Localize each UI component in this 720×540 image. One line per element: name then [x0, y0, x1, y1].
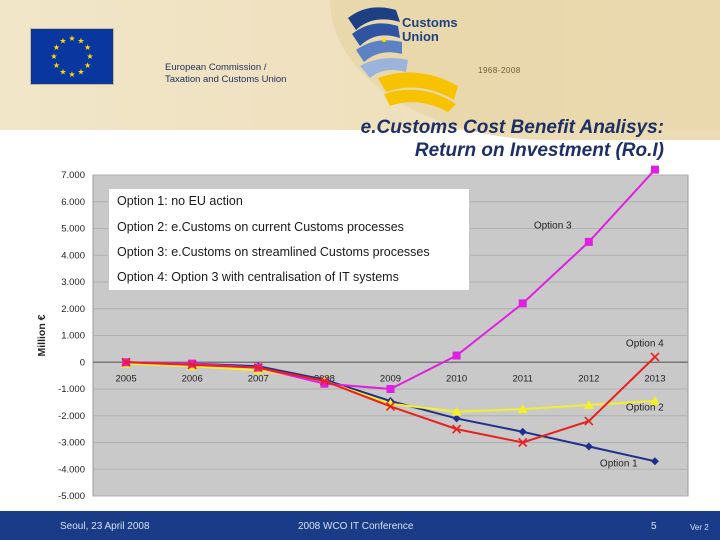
data-point-option-4 — [584, 416, 594, 426]
data-point-option-3 — [320, 379, 329, 388]
eu-star-icon: ★ — [84, 43, 91, 52]
eu-star-icon: ★ — [53, 61, 60, 70]
eu-star-icon: ★ — [68, 70, 75, 79]
data-point-option-3 — [386, 385, 395, 393]
data-point-option-4 — [650, 352, 660, 362]
data-point-option-3 — [584, 237, 593, 246]
y-tick-label: 3.000 — [61, 277, 85, 288]
y-tick-label: -1.000 — [58, 384, 85, 395]
x-tick-label: 2013 — [644, 373, 665, 384]
page-number: 5 — [651, 521, 657, 532]
y-tick-label: 6.000 — [61, 197, 85, 208]
data-point-option-2 — [451, 406, 462, 416]
data-point-option-3 — [518, 299, 527, 308]
series-label-option-4: Option 4 — [626, 339, 664, 350]
y-axis-label: Million € — [36, 314, 48, 356]
data-point-option-4 — [452, 424, 462, 434]
eu-flag-icon: ★ ★ ★ ★ ★ ★ ★ ★ ★ ★ ★ ★ — [30, 28, 114, 85]
y-tick-label: -3.000 — [58, 438, 85, 449]
logo-line-2: Union — [402, 29, 439, 44]
y-tick-label: -2.000 — [58, 411, 85, 422]
org-line-2: Taxation and Customs Union — [165, 74, 287, 85]
data-point-option-1 — [518, 427, 527, 436]
data-point-option-3 — [650, 165, 659, 174]
data-point-option-4 — [385, 401, 396, 411]
logo-line-1: Customs — [402, 15, 458, 30]
series-label-option-3: Option 3 — [534, 221, 572, 232]
organization-name: European Commission / Taxation and Custo… — [165, 62, 286, 86]
org-line-1: European Commission / — [165, 62, 267, 73]
legend-item-option-3: Option 3: e.Customs on streamlined Custo… — [117, 245, 430, 259]
data-point-option-2 — [517, 404, 528, 414]
data-point-option-3 — [452, 351, 461, 360]
y-tick-label: 0 — [80, 357, 85, 368]
data-point-option-1 — [584, 442, 593, 451]
x-tick-label: 2006 — [182, 373, 203, 384]
eu-star-icon: ★ — [50, 52, 57, 61]
footer-event: 2008 WCO IT Conference — [298, 521, 414, 532]
eu-star-icon: ★ — [84, 61, 91, 70]
data-point-option-4 — [518, 437, 528, 448]
customs-union-logo-icon — [348, 7, 458, 112]
data-point-option-4 — [319, 376, 329, 386]
legend-item-option-2: Option 2: e.Customs on current Customs p… — [117, 220, 404, 234]
x-tick-label: 2012 — [578, 373, 599, 384]
eu-star-icon: ★ — [53, 43, 60, 52]
x-tick-label: 2009 — [380, 373, 401, 384]
data-point-option-4 — [187, 360, 197, 370]
legend-item-option-4: Option 4: Option 3 with centralisation o… — [117, 270, 399, 284]
data-point-option-2 — [583, 400, 594, 410]
eu-star-icon: ★ — [77, 68, 84, 77]
data-point-option-2 — [649, 396, 660, 406]
eu-star-icon: ★ — [59, 68, 66, 77]
data-point-option-4 — [253, 363, 263, 373]
y-tick-label: 7.000 — [61, 170, 85, 181]
title-line-1: e.Customs Cost Benefit Analisys: — [360, 117, 664, 138]
data-point-option-1 — [650, 457, 659, 466]
y-tick-label: 5.000 — [61, 224, 85, 235]
footer-band — [0, 511, 720, 540]
x-tick-label: 2010 — [446, 373, 467, 384]
y-tick-label: 2.000 — [61, 304, 85, 315]
slide-title: e.Customs Cost Benefit Analisys: Return … — [244, 116, 664, 162]
anniversary-years: 1968-2008 — [478, 66, 521, 75]
data-point-option-4 — [121, 357, 131, 367]
series-label-option-2: Option 2 — [626, 402, 664, 413]
footer-location-date: Seoul, 23 April 2008 — [60, 521, 150, 532]
y-tick-label: 1.000 — [61, 331, 85, 342]
title-line-2: Return on Investment (Ro.I) — [414, 140, 664, 161]
version-label: Ver 2 — [690, 523, 709, 532]
y-tick-label: 4.000 — [61, 250, 85, 261]
x-tick-label: 2011 — [513, 373, 533, 384]
y-tick-label: -4.000 — [58, 464, 85, 475]
legend-item-option-1: Option 1: no EU action — [117, 194, 243, 208]
chart-legend: Option 1: no EU action Option 2: e.Custo… — [108, 188, 470, 291]
y-tick-label: -5.000 — [58, 491, 85, 502]
eu-star-icon: ★ — [86, 52, 93, 61]
eu-star-icon: ★ — [59, 36, 66, 45]
series-label-option-1: Option 1 — [600, 459, 638, 470]
data-point-option-3 — [188, 359, 197, 368]
x-tick-label: 2007 — [248, 373, 269, 384]
eu-star-icon: ★ — [77, 36, 84, 45]
x-tick-label: 2005 — [115, 373, 136, 384]
eu-star-icon: ★ — [68, 34, 75, 43]
data-point-option-1 — [452, 414, 461, 423]
customs-union-wordmark: Customs Union — [402, 16, 458, 44]
